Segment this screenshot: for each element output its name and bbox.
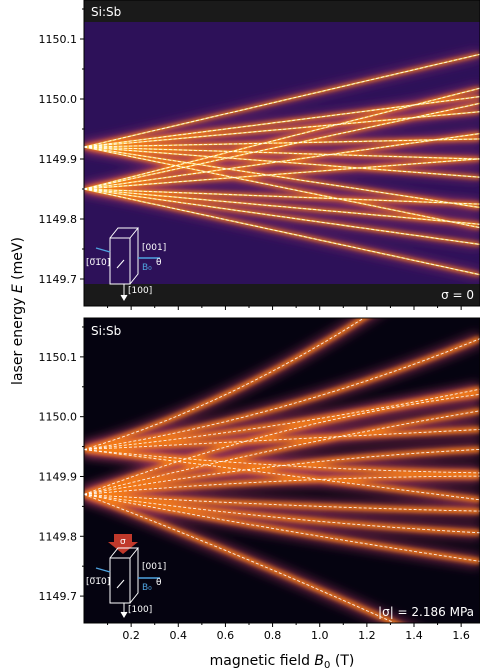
bottom-xtick-label-5: 1.2 <box>358 629 376 642</box>
inset-bottom-label-angle: θ <box>156 578 162 588</box>
panel-top-plot <box>84 0 480 306</box>
panel-bottom: Si:Sb |σ| = 2.186 MPa σ [001] [0̅1̅0] [1… <box>39 317 480 642</box>
inset-top-label-field: B₀ <box>142 263 152 273</box>
bottom-ytick-label-2: 1149.9 <box>39 470 78 483</box>
top-branch-14-fit <box>84 188 480 245</box>
top-ytick-label-3: 1150.0 <box>39 93 78 106</box>
panel-bottom-annotation: |σ| = 2.186 MPa <box>378 605 474 619</box>
bottom-branch-10-fit <box>84 493 480 512</box>
bottom-xtick-label-3: 0.8 <box>264 629 282 642</box>
x-axis-label-symbol: B <box>314 653 324 669</box>
inset-top-label-angle: θ <box>156 258 162 268</box>
top-branch-6-fit <box>84 146 480 208</box>
bottom-branch-9-fit <box>84 475 480 495</box>
y-axis-label: laser energy E (meV) <box>10 237 26 385</box>
bottom-branch-13-fit <box>84 493 396 623</box>
inset-top-blue-axis <box>95 247 111 253</box>
inset-top-arrow-in <box>116 259 125 269</box>
panel-top-title: Si:Sb <box>91 5 121 19</box>
x-axis-label-unit: (T) <box>330 653 354 669</box>
bottom-xtick-label-4: 1.0 <box>311 629 329 642</box>
inset-bottom-arrow-head <box>120 611 128 618</box>
bottom-ytick-label-3: 1150.0 <box>39 411 78 424</box>
top-ytick-label-1: 1149.8 <box>39 213 78 226</box>
bottom-branch-1-fit <box>84 338 480 451</box>
top-fit-lines <box>84 53 480 276</box>
bottom-branch-2-fit <box>84 388 480 451</box>
inset-bottom-label-stress: σ <box>120 537 126 547</box>
top-ytick-label-0: 1149.7 <box>39 273 78 286</box>
inset-bottom-label-field: B₀ <box>142 583 152 593</box>
bottom-branch-5-fit <box>84 449 480 501</box>
bottom-fit-lines <box>84 318 480 623</box>
bottom-xtick-label-0: 0.2 <box>122 629 140 642</box>
top-branch-10-fit <box>84 133 480 190</box>
inset-bottom-arrow-in <box>116 579 125 589</box>
bottom-branch-11-fit <box>84 493 480 534</box>
inset-bottom-stress-arrow <box>108 534 138 554</box>
top-ytick-label-4: 1150.1 <box>39 33 78 46</box>
bottom-ytick-label-1: 1149.8 <box>39 530 78 543</box>
top-branch-13-fit <box>84 188 480 225</box>
bottom-branch-12-fit <box>84 493 480 562</box>
bottom-ytick-label-0: 1149.7 <box>39 590 78 603</box>
bottom-xtick-label-7: 1.6 <box>452 629 470 642</box>
top-branch-15-fit <box>84 188 480 276</box>
bottom-xtick-label-6: 1.4 <box>405 629 423 642</box>
inset-bottom-cube <box>109 547 140 604</box>
top-branch-7-fit <box>84 146 480 229</box>
panel-top-title-bar <box>84 0 480 22</box>
bottom-branch-3-fit <box>84 429 480 451</box>
top-branch-9-fit <box>84 102 480 190</box>
top-ytick-label-2: 1149.9 <box>39 153 78 166</box>
bottom-branch-7-fit <box>84 410 480 495</box>
inset-crystal-bottom <box>95 534 160 618</box>
bottom-branch-4-fit <box>84 449 480 474</box>
top-frame <box>83 0 480 307</box>
x-axis-label-prefix: magnetic field <box>210 653 315 669</box>
bottom-ytick-label-4: 1150.1 <box>39 351 78 364</box>
panel-top-axes: 1149.7 1149.8 1149.9 1150.0 1150.1 <box>39 0 480 310</box>
inset-crystal-top <box>95 227 160 301</box>
inset-top-label-010: [0̅1̅0] <box>86 258 110 268</box>
panel-top-bottom-bar <box>84 284 480 306</box>
bottom-xtick-label-1: 0.4 <box>170 629 188 642</box>
x-axis-label-sub: 0 <box>324 660 330 671</box>
inset-bottom-blue-axis <box>95 567 111 573</box>
top-branch-0-fit <box>84 53 480 148</box>
inset-top-label-100: [100] <box>128 286 152 296</box>
top-branch-4-fit <box>84 146 480 160</box>
panel-bottom-plot <box>84 318 480 623</box>
inset-bottom-label-010: [0̅1̅0] <box>86 577 110 587</box>
top-branch-8-fit <box>84 87 480 190</box>
y-axis-label-symbol: E <box>10 284 26 293</box>
bottom-branch-0-fit <box>84 318 365 451</box>
inset-top-arrow-head <box>120 294 128 301</box>
panel-bottom-axes: 1149.7 1149.8 1149.9 1150.0 1150.1 0.2 0.4 0.6 0… <box>39 317 480 642</box>
panel-bottom-title: Si:Sb <box>91 324 121 338</box>
inset-top-cube <box>109 227 140 285</box>
inset-bottom-label-001: [001] <box>142 562 166 572</box>
top-branch-3-fit <box>84 138 480 148</box>
top-branch-12-fit <box>84 188 480 205</box>
x-axis-label: magnetic field B0 (T) <box>210 653 355 671</box>
bottom-frame <box>83 317 480 624</box>
inset-top-label-001: [001] <box>142 243 166 253</box>
bottom-branch-8-fit <box>84 448 480 495</box>
bottom-xtick-label-2: 0.6 <box>217 629 235 642</box>
panel-top-annotation: σ = 0 <box>441 288 474 302</box>
top-branch-11-fit <box>84 158 480 190</box>
top-branch-5-fit <box>84 146 480 178</box>
y-axis-label-prefix: laser energy <box>10 293 26 385</box>
y-axis-label-unit: (meV) <box>10 237 26 284</box>
inset-bottom-label-100: [100] <box>128 605 152 615</box>
panel-top: Si:Sb σ = 0 [001] [0̅1̅0] [100] B₀ θ 114… <box>39 0 480 310</box>
bottom-branch-6-fit <box>84 393 480 495</box>
